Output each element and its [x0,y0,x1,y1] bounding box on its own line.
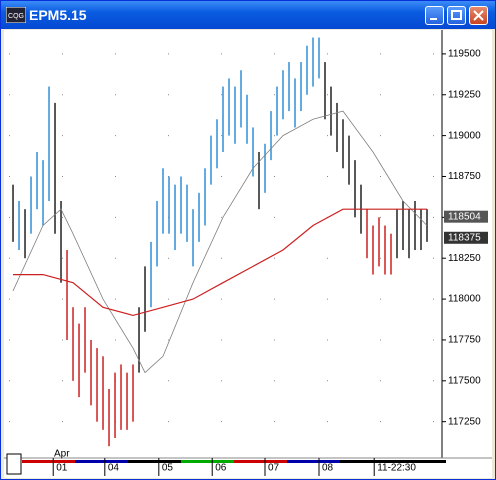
moving-average [13,208,427,317]
y-tick-label: 118000 [448,294,481,305]
y-tick-label: 117250 [448,416,481,427]
moving-average [12,110,428,374]
title-bar: CQG EPM5.15 [1,1,495,29]
svg-text:CQG: CQG [8,13,24,20]
price-label: 118504 [448,211,481,222]
close-button[interactable] [469,6,488,25]
session-strip [393,460,446,463]
y-tick-label: 119250 [448,89,481,100]
y-tick-label: 117750 [448,335,481,346]
price-label: 118375 [448,232,481,243]
x-tick-label: 07 [268,463,280,474]
x-tick-label: 06 [215,463,227,474]
x-tick-label: 05 [162,463,174,474]
minimize-button[interactable] [425,6,444,25]
y-tick-label: 117500 [448,375,481,386]
session-strip [234,460,287,463]
y-tick-label: 119500 [448,49,481,60]
app-icon: CQG [6,7,26,23]
session-strip [287,460,340,463]
y-tick-label: 119000 [448,130,481,141]
window-title: EPM5.15 [29,7,87,23]
session-strip [340,460,393,463]
session-strip [22,460,75,463]
session-strip [75,460,128,463]
x-tick-label: 04 [108,463,120,474]
y-tick-label: 118750 [448,171,481,182]
scroll-box[interactable] [6,453,22,475]
session-strip [128,460,181,463]
y-tick-label: 118250 [448,253,481,264]
x-month-label: Apr [54,449,70,460]
chart: Apr 117250117500117750118000118250118500… [4,30,492,478]
x-tick-label: 01 [56,463,68,474]
x-tick-label: 08 [322,463,334,474]
maximize-button[interactable] [447,6,466,25]
price-label-box [444,210,488,223]
price-label-box [444,231,488,244]
session-strip [181,460,234,463]
x-tick-label: 11-22:30 [377,463,416,474]
